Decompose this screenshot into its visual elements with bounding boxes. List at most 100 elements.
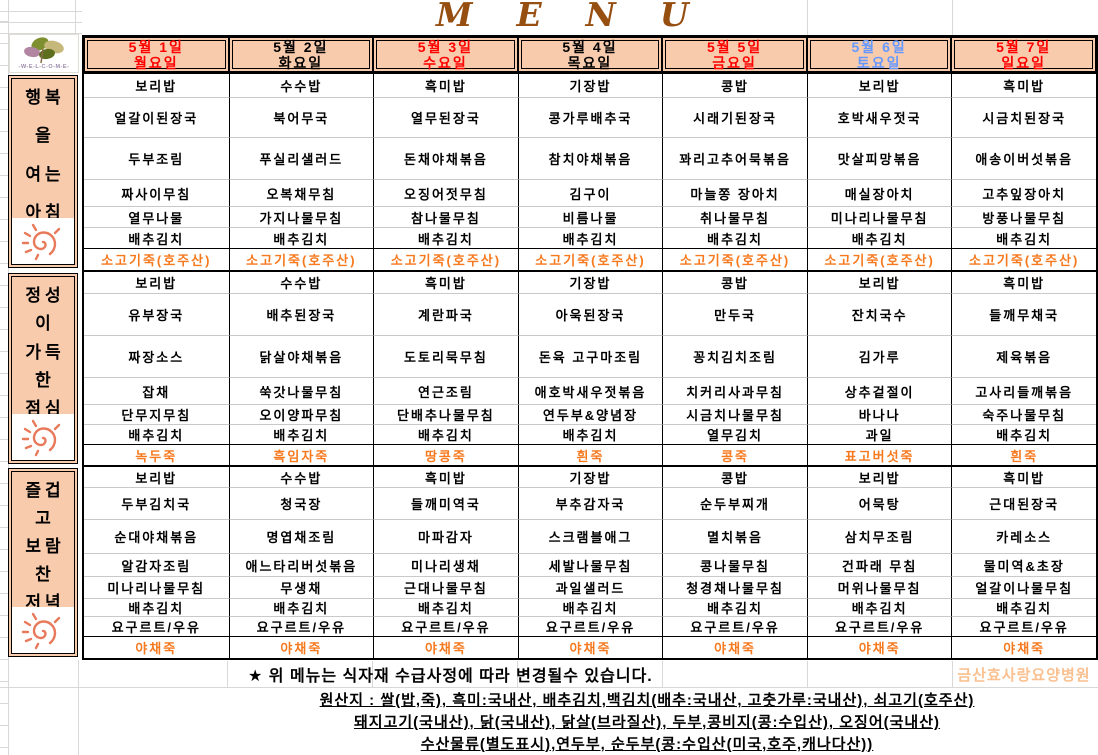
menu-cell: 요구르트/우유 (228, 616, 374, 636)
menu-cell: 흑미밥 (951, 272, 1096, 293)
day-header-weekday: 일요일 (1001, 54, 1047, 71)
header-row: 5월 1일 월요일 5월 2일 화요일 5월 3일 수요일 5월 4일 목요일 5월 5일 금요일… (84, 37, 1096, 74)
menu-cell: 호박새우젓국 (806, 97, 952, 137)
menu-cell: 숙주나물무침 (951, 404, 1096, 424)
swirl-icon (12, 607, 74, 653)
day-header: 5월 2일 화요일 (228, 37, 374, 72)
menu-cell: 야채죽 (373, 636, 518, 658)
menu-cell: 치커리사과무침 (662, 377, 807, 404)
section-label-line: 아침 (25, 202, 65, 222)
menu-cell: 멸치볶음 (662, 519, 807, 553)
menu-cell: 수수밥 (228, 74, 374, 97)
menu-cell: 계란파국 (373, 293, 518, 335)
menu-cell: 쑥갓나물무침 (228, 377, 374, 404)
menu-cell: 콩죽 (662, 444, 807, 465)
menu-cell: 콩나물무침 (662, 553, 807, 576)
gridline (78, 660, 79, 755)
day-header: 5월 3일 수요일 (373, 37, 518, 72)
menu-cell: 순두부찌개 (662, 487, 807, 519)
menu-cell: 요구르트/우유 (806, 616, 952, 636)
menu-cell: 배추김치 (84, 424, 229, 444)
day-header: 5월 7일 일요일 (951, 37, 1096, 72)
day-header-weekday: 월요일 (133, 54, 179, 71)
menu-cell: 보리밥 (806, 272, 952, 293)
menu-cell: 머위나물무침 (806, 576, 952, 598)
menu-cell: 들깨무채국 (951, 293, 1096, 335)
menu-table: 5월 1일 월요일 5월 2일 화요일 5월 3일 수요일 5월 4일 목요일 5월 5일 금요일… (82, 35, 1098, 660)
menu-cell: 도토리묵무침 (373, 335, 518, 377)
day-header: 5월 1일 월요일 (84, 37, 229, 72)
menu-cell: 얼갈이된장국 (84, 97, 229, 137)
note-line: 돼지고기(국내산), 닭(국내산), 닭살(브라질산), 두부,콩비지(콩:수입… (353, 714, 941, 731)
menu-cell: 배추김치 (517, 424, 663, 444)
menu-cell: 만두국 (662, 293, 807, 335)
day-header-date: 5월 2일 (273, 38, 329, 55)
menu-cell: 가지나물무침 (228, 206, 374, 227)
clover-leaves-icon: -W-E-L-C-O-M-E- (19, 37, 69, 70)
menu-cell: 요구르트/우유 (951, 616, 1096, 636)
label-lines: 정성 이 가득 한 점심 (9, 274, 77, 463)
menu-cell: 취나물무침 (662, 206, 807, 227)
swirl-icon (12, 414, 74, 460)
menu-cell: 순대야채볶음 (84, 519, 229, 553)
note-line: 원산지 : 쌀(밥,죽), 흑미:국내산, 배추김치,백김치(배추:국내산, 고… (319, 692, 975, 709)
menu-cell: 오징어젓무침 (373, 179, 518, 206)
menu-cell: 녹두죽 (84, 444, 229, 465)
menu-cell: 시래기된장국 (662, 97, 807, 137)
day-header-date: 5월 5일 (706, 38, 763, 55)
menu-cell: 배추김치 (517, 598, 663, 616)
menu-cell: 근대나물무침 (373, 576, 518, 598)
menu-cell: 청경채나물무침 (662, 576, 807, 598)
menu-cell: 건파래 무침 (806, 553, 952, 576)
gridline (0, 33, 82, 34)
day-header: 5월 5일 금요일 (662, 37, 807, 72)
menu-cell: 야채죽 (517, 636, 663, 658)
menu-cell: 표고버섯죽 (806, 444, 952, 465)
menu-cell: 보리밥 (135, 79, 178, 94)
day-header-date: 5월 3일 (417, 38, 474, 55)
menu-cell: 배추김치 (373, 424, 518, 444)
section-label-line: 한 (35, 370, 55, 390)
day-header-weekday: 금요일 (712, 54, 757, 71)
menu-cell: 흑미밥 (951, 467, 1096, 487)
menu-cell: 삼치무조림 (806, 519, 952, 553)
menu-cell: 바나나 (806, 404, 952, 424)
day-header-date: 5월 6일 (851, 38, 907, 55)
menu-cell: 야채죽 (806, 636, 952, 658)
menu-cell: 야채죽 (662, 636, 807, 658)
menu-cell: 요구르트/우유 (84, 616, 229, 636)
menu-cell: 애호박새우젓볶음 (517, 377, 663, 404)
day-header-date: 5월 7일 (996, 38, 1052, 55)
menu-cell: 아욱된장국 (517, 293, 663, 335)
menu-cell: 맛살피망볶음 (806, 137, 952, 179)
menu-cell: 과일샐러드 (517, 576, 663, 598)
menu-cell: 소고기죽(호주산) (951, 248, 1096, 270)
gridline (227, 661, 228, 687)
day-header-date: 5월 1일 (128, 38, 184, 55)
menu-cell: 김가루 (806, 335, 952, 377)
menu-cell: 고사리들깨볶음 (951, 377, 1096, 404)
menu-cell: 명엽채조림 (228, 519, 374, 553)
menu-cell: 연근조림 (373, 377, 518, 404)
day-header-weekday: 목요일 (567, 54, 613, 71)
menu-cell: 미나리나물무침 (84, 576, 229, 598)
menu-cell: 배추김치 (951, 424, 1096, 444)
menu-cell: 배추김치 (517, 227, 663, 248)
menu-cell: 돈육 고구마조림 (517, 335, 663, 377)
menu-cell: 배추김치 (84, 598, 229, 616)
menu-cell: 소고기죽(호주산) (373, 248, 518, 270)
menu-cell: 카레소스 (951, 519, 1096, 553)
menu-cell: 보리밥 (135, 470, 178, 486)
section-label-breakfast: 행복 을 여는 아침 (8, 75, 78, 268)
menu-cell: 짜사이무침 (84, 179, 229, 206)
page-title: MENU (436, 0, 733, 34)
menu-cell: 배추김치 (806, 598, 952, 616)
menu-cell: 어묵탕 (806, 487, 952, 519)
menu-cell: 돈채야채볶음 (373, 137, 518, 179)
note-line: ★ 위 메뉴는 식자재 수급사정에 따라 변경될수 있습니다. (248, 668, 653, 685)
menu-cell: 단무지무침 (84, 404, 229, 424)
menu-cell: 마늘쫑 장아치 (662, 179, 807, 206)
gridline (807, 0, 808, 35)
day-header: 5월 6일 토요일 (806, 37, 952, 72)
